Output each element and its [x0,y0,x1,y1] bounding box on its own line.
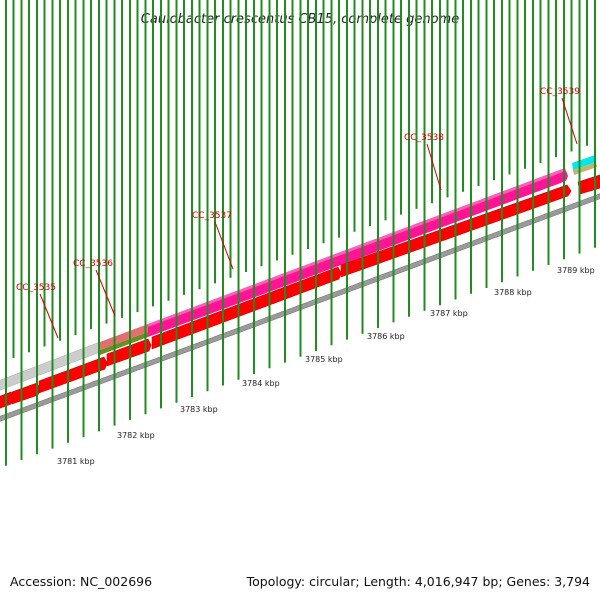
kbp-label: 3784 kbp [242,379,280,388]
kbp-label: 3786 kbp [367,332,405,341]
gene-label[interactable]: CC_3537 [192,211,232,221]
lower-tick-track [5,0,596,466]
map-area: 3781 kbp 3782 kbp 3783 kbp 3784 kbp 3785 kbp… [0,0,600,466]
genome-summary-text: Topology: circular; Length: 4,016,947 bp… [246,574,590,589]
gene-bar-highlight [148,168,566,327]
gene-label[interactable]: CC_3539 [540,87,580,97]
cds-arrow[interactable] [38,356,108,394]
gene-label[interactable]: CC_3538 [404,133,444,143]
gene-cc-3536-cds-bar[interactable] [100,332,148,355]
kbp-label: 3789 kbp [557,266,595,275]
accession-text: Accession: NC_002696 [10,574,152,589]
gene-labels: CC_3535 CC_3536 CC_3537 CC_3538 CC_3539 [16,87,580,339]
kbp-label: 3781 kbp [57,457,95,466]
gene-cc-3536-bar[interactable] [100,324,148,350]
kbp-label: 3788 kbp [494,288,532,297]
feature-track [0,155,597,391]
gene-label[interactable]: CC_3535 [16,283,56,293]
gene-label-leader [39,293,59,339]
gene-label[interactable]: CC_3536 [73,259,113,269]
kbp-label: 3785 kbp [305,355,343,364]
kbp-label: 3787 kbp [430,309,468,318]
gene-label-leader [426,143,442,191]
gene-label-leader [561,97,578,145]
gene-label-leader [95,269,116,317]
cds-arrow[interactable] [11,382,41,405]
kbp-scale-labels: 3781 kbp 3782 kbp 3783 kbp 3784 kbp 3785 kbp… [57,266,595,466]
gene-label-leader [214,221,234,270]
kbp-label: 3782 kbp [117,431,155,440]
cds-arrow[interactable] [577,174,600,195]
cds-arrow[interactable] [151,266,342,350]
gene-cc-3539-bar[interactable] [572,155,596,170]
kbp-label: 3783 kbp [180,405,218,414]
